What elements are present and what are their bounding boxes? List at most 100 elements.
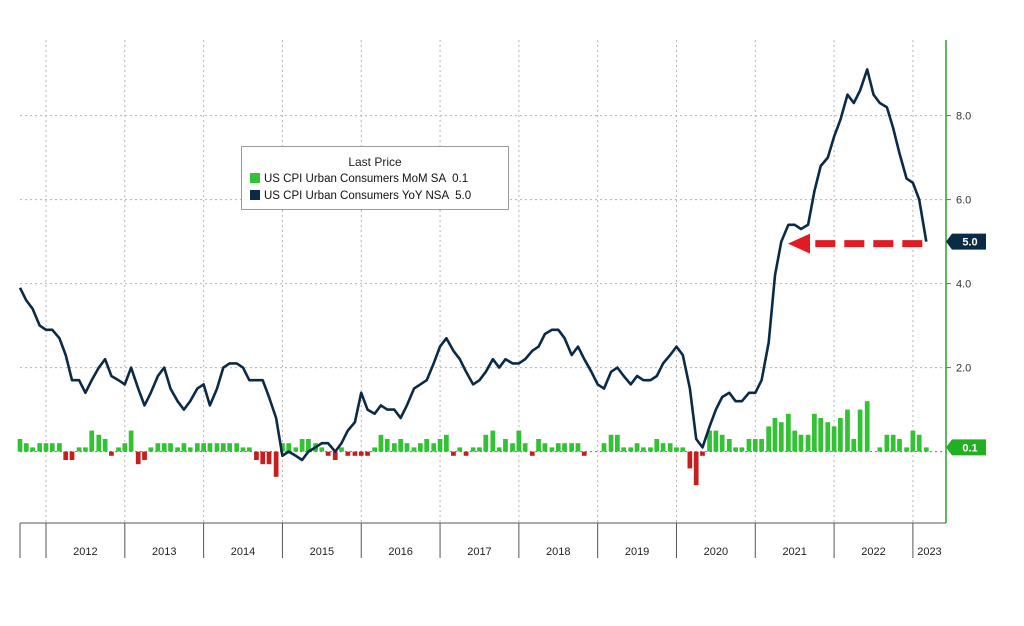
- mom-bar: [463, 451, 469, 456]
- mom-bar: [733, 447, 738, 452]
- mom-bar: [299, 439, 305, 452]
- mom-bar: [483, 434, 489, 452]
- legend-box: Last Price US CPI Urban Consumers MoM SA…: [241, 146, 509, 210]
- legend-value-mom: 0.1: [452, 173, 469, 185]
- mom-bar: [707, 430, 712, 452]
- mom-bar: [923, 447, 929, 452]
- mom-bar: [516, 430, 522, 452]
- mom-bar: [713, 430, 719, 452]
- mom-bar: [417, 443, 423, 452]
- legend-swatch-mom: [250, 173, 260, 183]
- mom-bar: [660, 443, 666, 452]
- mom-bar: [503, 439, 508, 452]
- y-tick-label: 4.0: [956, 279, 971, 291]
- mom-bar: [522, 443, 528, 452]
- mom-bar: [116, 447, 121, 452]
- mom-bar: [128, 430, 134, 452]
- mom-bar: [825, 422, 831, 452]
- mom-bar: [812, 413, 817, 452]
- legend-swatch-yoy: [250, 190, 260, 200]
- mom-bar: [680, 447, 686, 452]
- mom-bar: [575, 443, 581, 452]
- mom-bar: [549, 447, 555, 452]
- mom-badge-bg: [946, 439, 986, 456]
- mom-bar: [529, 451, 535, 456]
- mom-bar: [477, 447, 482, 452]
- mom-bar: [17, 439, 23, 452]
- mom-bar: [280, 443, 285, 452]
- mom-bar: [49, 443, 55, 452]
- mom-bar: [746, 439, 752, 452]
- mom-bar: [37, 443, 43, 452]
- x-tick-label: 2019: [625, 546, 649, 558]
- mom-bar: [398, 439, 404, 452]
- mom-bar: [378, 434, 384, 452]
- mom-bar: [391, 443, 397, 452]
- mom-bar: [345, 451, 351, 456]
- y-axis: 2.0 4.0 6.0 8.0: [945, 40, 971, 523]
- mom-bar: [536, 439, 541, 452]
- legend-title: Last Price: [348, 155, 402, 169]
- mom-bar: [339, 447, 344, 452]
- mom-bar: [23, 443, 29, 452]
- mom-bar: [384, 439, 390, 452]
- mom-bar: [254, 451, 259, 460]
- mom-bar: [851, 439, 857, 452]
- last-value-badges: 5.0 0.1: [946, 233, 986, 456]
- yoy-badge-text: 5.0: [962, 237, 977, 249]
- yoy-line: [18, 68, 928, 462]
- mom-bar: [135, 451, 141, 465]
- mom-bar: [122, 443, 128, 452]
- mom-bar: [490, 430, 496, 452]
- mom-bar: [890, 434, 896, 452]
- x-tick-label: 2020: [704, 546, 728, 558]
- mom-bar: [864, 401, 870, 452]
- mom-bar: [234, 443, 240, 452]
- mom-bar: [286, 443, 292, 452]
- mom-bar: [404, 443, 410, 452]
- x-tick-label: 2013: [152, 546, 176, 558]
- mom-bar: [884, 434, 890, 452]
- mom-bar: [766, 426, 772, 452]
- mom-bar: [372, 447, 378, 452]
- x-axis: 2012 2013 2014 2015 2016 2017 2018 2019 2020 2021…: [19, 522, 946, 558]
- mom-bar: [43, 443, 49, 452]
- y-tick-label: 8.0: [956, 111, 971, 123]
- mom-badge-text: 0.1: [962, 442, 977, 454]
- mom-bar: [786, 413, 791, 452]
- y-tick-label: 2.0: [956, 363, 971, 375]
- mom-bar: [207, 443, 213, 452]
- x-tick-label: 2018: [546, 546, 570, 558]
- x-tick-label: 2017: [467, 546, 491, 558]
- legend-item-yoy: US CPI Urban Consumers YoY NSA 5.0: [250, 190, 471, 204]
- legend-item-mom: US CPI Urban Consumers MoM SA 0.1: [250, 173, 468, 187]
- mom-bar: [667, 443, 673, 452]
- mom-bar: [581, 451, 587, 456]
- mom-bar: [240, 447, 246, 452]
- arrow-head: [788, 233, 810, 254]
- mom-bar: [496, 447, 502, 452]
- mom-bar: [648, 447, 653, 452]
- mom-bar: [562, 443, 567, 452]
- mom-bar: [273, 451, 279, 477]
- mom-bar: [168, 443, 173, 452]
- mom-bar: [569, 443, 575, 452]
- mom-bar: [693, 451, 699, 486]
- x-tick-label: 2022: [861, 546, 885, 558]
- mom-bar: [96, 434, 102, 452]
- mom-bar: [365, 451, 370, 456]
- mom-bar: [752, 439, 758, 452]
- mom-bar: [437, 439, 443, 452]
- mom-bar: [431, 443, 437, 452]
- mom-bar: [674, 447, 679, 452]
- mom-bar: [687, 451, 693, 469]
- mom-bar: [555, 443, 561, 452]
- mom-bar: [805, 434, 811, 452]
- mom-bar: [194, 443, 200, 452]
- mom-bar: [845, 409, 850, 452]
- mom-bar: [542, 443, 548, 452]
- mom-bar: [470, 447, 476, 452]
- mom-bar: [818, 418, 824, 452]
- mom-bar: [187, 447, 193, 452]
